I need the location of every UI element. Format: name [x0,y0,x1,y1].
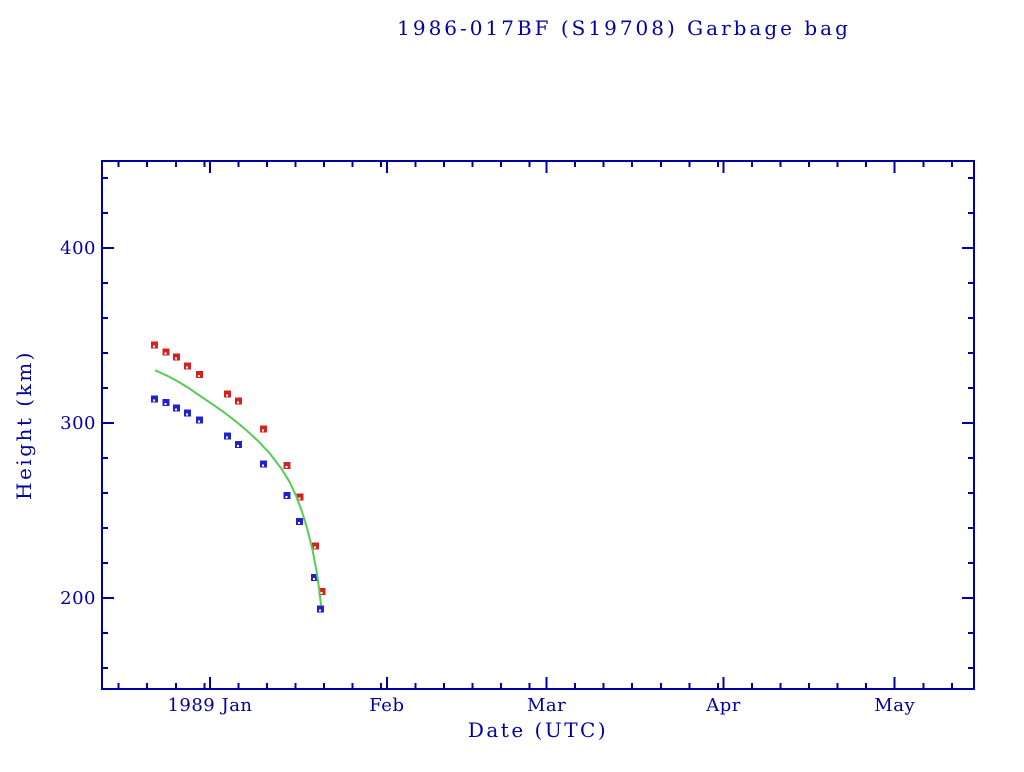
apogee-height-marker-notch [320,592,323,594]
apogee-height-marker [196,371,204,378]
apogee-height-marker-notch [174,357,177,360]
perigee-height-marker-notch [298,522,301,524]
x-tick-label: Apr [705,695,741,716]
perigee-height-marker-notch [285,495,288,498]
perigee-height-marker [283,491,291,499]
perigee-height-marker [260,460,268,468]
apogee-height-marker [260,425,268,433]
apogee-height-marker [311,542,319,550]
y-axis-label: Height (km) [12,350,36,500]
apogee-height-marker-notch [262,429,265,432]
apogee-height-marker-notch [186,366,189,369]
perigee-height-marker-notch [186,413,189,416]
perigee-height-marker [317,605,325,613]
perigee-height-marker [184,409,192,417]
perigee-height-marker-notch [226,436,229,439]
apogee-height-marker [184,362,192,370]
apogee-height-marker-notch [153,345,156,348]
apogee-height-marker [283,462,291,469]
predicted-decay-curve [154,369,322,606]
y-tick-label: 400 [60,238,96,259]
apogee-height-marker [162,348,170,356]
x-tick-label: Mar [527,695,566,716]
perigee-height-marker [172,404,180,412]
apogee-height-marker [234,397,242,405]
y-tick-label: 200 [60,588,96,609]
perigee-height-marker-notch [236,445,239,447]
perigee-height-marker [196,416,204,424]
perigee-height-marker-notch [164,403,167,405]
perigee-height-marker-notch [153,399,156,402]
apogee-height-marker [172,353,180,361]
perigee-height-marker [310,574,318,581]
perigee-height-marker [234,441,242,448]
perigee-height-marker-notch [319,609,322,612]
apogee-height-marker-notch [164,352,167,355]
x-tick-label: Feb [369,695,404,716]
apogee-height-marker-notch [198,375,201,377]
plot-frame [101,160,975,690]
apogee-height-marker-notch [285,466,288,468]
apogee-height-marker [296,493,304,501]
perigee-height-marker-notch [198,420,201,423]
apogee-height-marker-notch [226,394,229,397]
apogee-height-marker [224,390,232,398]
apogee-height-marker-notch [236,401,239,404]
x-axis-label: Date (UTC) [467,718,609,742]
perigee-height-marker [296,518,304,525]
chart-title: 1986-017BF (S19708) Garbage bag [397,16,851,40]
x-tick-label: May [874,695,915,716]
perigee-height-marker [224,432,232,440]
perigee-height-marker-notch [174,408,177,411]
apogee-height-marker-notch [298,497,301,500]
apogee-height-marker [318,588,326,595]
apogee-height-marker [151,341,159,349]
apogee-height-marker-notch [313,546,316,549]
y-tick-label: 300 [60,413,96,434]
x-tick-label: 1989 Jan [167,695,252,716]
perigee-height-marker-notch [312,578,315,580]
perigee-height-marker [162,399,170,406]
perigee-height-marker [151,395,159,403]
perigee-height-marker-notch [262,464,265,467]
